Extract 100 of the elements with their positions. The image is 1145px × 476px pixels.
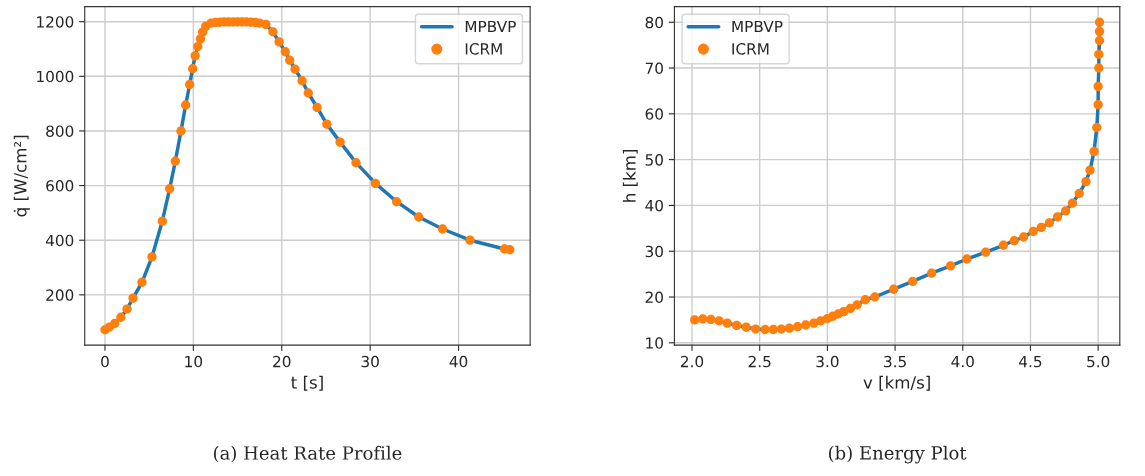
- x-tick-label: 10: [185, 355, 203, 368]
- y-tick-label: 10: [646, 337, 663, 349]
- x-tick-label: 4.5: [1019, 355, 1042, 368]
- point: [998, 240, 1009, 250]
- point: [1093, 100, 1103, 110]
- legend-label: MPBVP: [732, 20, 783, 33]
- point: [1094, 26, 1105, 37]
- point: [1094, 35, 1105, 46]
- point: [147, 252, 157, 262]
- point: [268, 27, 278, 37]
- point: [962, 254, 972, 264]
- y-tick-label: 40: [645, 199, 663, 212]
- point: [116, 312, 126, 322]
- y-tick-label: 1200: [37, 16, 74, 28]
- point: [1052, 212, 1063, 222]
- point: [437, 224, 448, 234]
- text: (b) Energy Plot: [829, 445, 967, 464]
- point: [792, 322, 803, 332]
- point: [1093, 81, 1103, 92]
- point: [1019, 232, 1029, 242]
- point: [157, 216, 167, 226]
- x-axis-title: t [s]: [291, 375, 323, 391]
- point: [870, 292, 880, 302]
- point: [280, 47, 290, 57]
- point: [1081, 176, 1091, 187]
- point: [784, 323, 795, 333]
- point: [1067, 198, 1078, 208]
- point: [981, 247, 991, 257]
- point: [852, 300, 862, 310]
- point: [741, 322, 751, 332]
- text: (a) Heat Rate Profile: [213, 445, 402, 463]
- point: [1009, 236, 1019, 246]
- y-tick-label: 60: [645, 108, 663, 120]
- legend-label: ICRM: [732, 43, 769, 55]
- point: [414, 212, 424, 222]
- point: [768, 324, 778, 335]
- x-tick-label: 2.5: [748, 355, 771, 368]
- x-tick-label: 5.0: [1087, 355, 1110, 368]
- x-tick-label: 20: [273, 355, 291, 368]
- y-tick-label: 70: [645, 62, 663, 75]
- legend-label: ICRM: [465, 43, 502, 55]
- point: [290, 64, 300, 74]
- point: [714, 316, 724, 326]
- point: [170, 156, 180, 166]
- point: [122, 304, 132, 314]
- legend-label: MPBVP: [465, 20, 516, 33]
- point: [1044, 218, 1055, 228]
- point: [312, 102, 322, 113]
- x-tick-label: 4.0: [951, 355, 974, 368]
- point: [322, 119, 332, 129]
- x-tick-label: 30: [361, 355, 379, 368]
- point: [110, 318, 120, 329]
- x-tick-label: 3.5: [884, 355, 906, 368]
- point: [860, 295, 870, 305]
- point: [945, 261, 956, 271]
- point: [926, 268, 937, 278]
- point: [505, 245, 515, 255]
- y-axis-title: h [km]: [622, 149, 638, 202]
- point: [465, 235, 475, 245]
- point: [845, 303, 856, 314]
- point: [690, 315, 700, 325]
- point: [351, 157, 361, 168]
- point: [184, 79, 195, 90]
- y-tick-label: 1000: [37, 70, 74, 83]
- point: [889, 284, 899, 294]
- point: [261, 19, 271, 30]
- point: [1028, 226, 1038, 237]
- point: [137, 277, 147, 287]
- point: [1092, 122, 1102, 133]
- point: [297, 76, 307, 86]
- point: [392, 197, 402, 207]
- y-tick-label: 600: [46, 180, 74, 192]
- x-tick-label: 40: [449, 355, 468, 368]
- y-tick-label: 200: [46, 289, 74, 301]
- point: [776, 324, 787, 334]
- point: [1085, 165, 1095, 175]
- point: [706, 314, 716, 325]
- x-tick-label: 2.0: [680, 355, 704, 368]
- point: [1074, 188, 1084, 199]
- point: [698, 314, 708, 324]
- point: [188, 64, 198, 74]
- point: [176, 126, 186, 136]
- y-tick-label: 20: [645, 291, 663, 304]
- point: [1094, 17, 1105, 27]
- x-axis-title: v [km/s]: [863, 375, 930, 391]
- point: [303, 88, 313, 98]
- y-tick-label: 30: [645, 245, 663, 258]
- point: [335, 137, 345, 147]
- y-tick-label: 80: [645, 16, 663, 29]
- x-tick-label: 3.0: [816, 355, 839, 368]
- point: [190, 51, 200, 61]
- point: [1094, 63, 1104, 73]
- point: [1094, 49, 1104, 59]
- x-tick-label: 0: [101, 355, 109, 368]
- y-axis-title: q̇ [W/cm²]: [13, 135, 30, 217]
- point: [760, 324, 770, 335]
- point: [722, 318, 732, 328]
- point: [908, 276, 918, 287]
- point: [165, 183, 175, 194]
- point: [1061, 206, 1071, 216]
